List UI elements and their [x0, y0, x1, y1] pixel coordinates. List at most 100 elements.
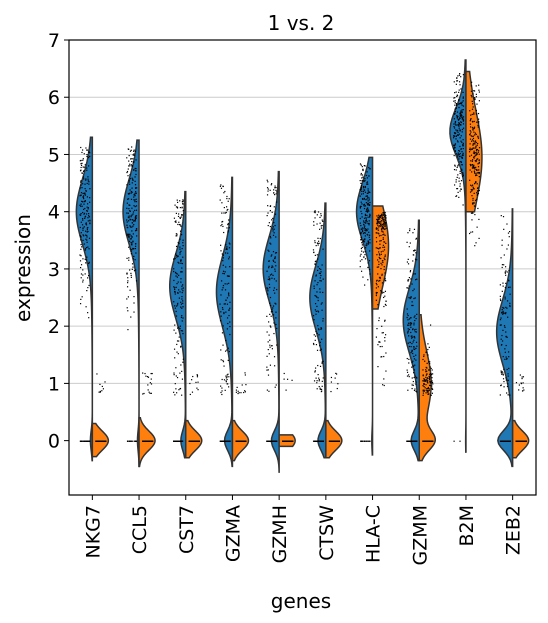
data-point [175, 221, 177, 223]
data-point [472, 129, 474, 131]
data-point [273, 189, 275, 191]
data-point [318, 242, 320, 244]
data-point [406, 261, 409, 263]
data-point [229, 266, 231, 268]
data-point [476, 153, 479, 155]
data-point [82, 258, 84, 260]
data-point [178, 336, 180, 338]
data-point [460, 113, 462, 115]
data-point [364, 185, 366, 188]
data-point [385, 222, 387, 224]
data-point [196, 376, 199, 378]
data-point [271, 219, 273, 221]
data-point [429, 440, 431, 442]
data-point [80, 239, 82, 241]
data-point [461, 157, 464, 159]
data-point [363, 203, 366, 205]
data-point [384, 277, 386, 280]
data-point [429, 384, 431, 387]
data-point [228, 440, 230, 442]
data-point [364, 229, 366, 231]
data-point [86, 154, 88, 156]
data-point [222, 284, 225, 287]
violin-left-gzma [215, 176, 234, 468]
data-point [273, 192, 275, 194]
data-point [315, 260, 317, 262]
data-point [173, 286, 175, 288]
data-point [377, 304, 379, 306]
data-point [470, 184, 472, 186]
data-point [314, 240, 316, 242]
data-point [471, 100, 473, 102]
data-point [317, 266, 319, 268]
data-point [380, 234, 382, 237]
data-point [377, 266, 380, 268]
data-point [461, 151, 463, 153]
data-point [476, 169, 478, 171]
data-point [505, 377, 507, 379]
data-point [384, 228, 386, 231]
data-point [408, 296, 410, 299]
data-point [267, 190, 269, 192]
data-point [315, 313, 317, 315]
data-point [173, 217, 176, 219]
data-point [378, 235, 381, 237]
data-point [476, 144, 478, 146]
data-point [322, 291, 324, 294]
data-point [126, 157, 128, 159]
data-point [228, 386, 230, 388]
data-point [283, 372, 285, 375]
data-point [240, 392, 242, 394]
data-point [406, 440, 408, 442]
data-point [456, 130, 458, 132]
violin-right-gzmh [278, 434, 296, 448]
data-point [274, 224, 276, 227]
data-point [369, 273, 371, 275]
data-point [381, 227, 383, 229]
data-point [334, 377, 336, 379]
data-point [470, 135, 472, 137]
data-point [367, 240, 369, 242]
data-point [317, 281, 319, 284]
data-point [504, 266, 507, 268]
data-point [506, 357, 508, 360]
data-point [364, 191, 367, 193]
data-point [178, 223, 181, 226]
data-point [359, 255, 361, 257]
data-point [431, 385, 433, 387]
data-point [380, 290, 382, 292]
data-point [474, 98, 476, 100]
data-point [80, 277, 82, 279]
data-point [228, 247, 231, 249]
data-point [335, 372, 337, 374]
data-point [173, 374, 175, 376]
data-point [129, 189, 131, 191]
data-point [175, 375, 177, 377]
data-point [127, 440, 129, 442]
data-point [382, 261, 384, 264]
data-point [84, 193, 86, 195]
data-point [475, 160, 477, 163]
data-point [84, 192, 86, 194]
data-point [475, 150, 478, 152]
data-point [177, 241, 179, 244]
data-point [413, 339, 415, 341]
data-point [360, 164, 362, 166]
data-point [457, 174, 459, 176]
data-point [364, 284, 366, 286]
data-point [176, 305, 178, 307]
data-point [432, 388, 434, 391]
data-point [86, 210, 89, 212]
data-point [150, 378, 152, 380]
data-point [175, 272, 177, 274]
data-point [318, 377, 320, 379]
data-point [471, 140, 473, 142]
data-point [178, 221, 180, 223]
data-point [471, 148, 473, 150]
data-point [431, 377, 433, 379]
data-point [459, 84, 461, 86]
data-point [503, 325, 506, 327]
data-point [182, 290, 184, 292]
data-point [469, 138, 472, 140]
